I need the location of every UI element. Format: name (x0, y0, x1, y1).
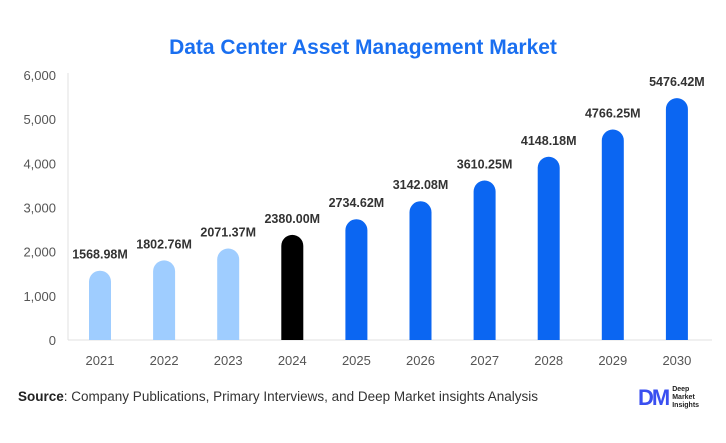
y-tick-label: 4,000 (23, 156, 56, 171)
data-label: 2380.00M (264, 212, 320, 226)
bar (217, 248, 240, 340)
data-label: 4766.25M (585, 106, 641, 120)
bar (89, 270, 111, 340)
x-tick-label: 2030 (662, 353, 691, 368)
y-tick-label: 1,000 (23, 289, 56, 304)
y-tick-label: 6,000 (23, 68, 56, 83)
data-label: 1802.76M (136, 237, 192, 251)
x-tick-label: 2028 (534, 353, 563, 368)
x-tick-label: 2021 (86, 353, 115, 368)
y-tick-label: 0 (49, 333, 56, 348)
y-tick-label: 5,000 (23, 112, 56, 127)
logo-text: Deep Market Insights (672, 386, 699, 410)
data-label: 3142.08M (393, 178, 449, 192)
source-note: Source: Company Publications, Primary In… (18, 389, 538, 404)
bar (537, 156, 560, 340)
logo-line: Insights (672, 402, 700, 409)
x-tick-label: 2024 (278, 353, 307, 368)
logo-line: Deep (672, 386, 690, 393)
bar (665, 98, 688, 340)
source-text: : Company Publications, Primary Intervie… (63, 389, 538, 404)
y-tick-label: 3,000 (23, 201, 56, 216)
data-label: 3610.25M (457, 158, 513, 172)
chart-title: Data Center Asset Management Market (169, 36, 557, 59)
x-tick-label: 2027 (470, 353, 499, 368)
logo-line: Market (672, 394, 695, 401)
data-label: 4148.18M (521, 134, 577, 148)
x-tick-label: 2022 (150, 353, 179, 368)
bar (601, 129, 624, 340)
logo: DM Deep Market Insights (638, 385, 699, 411)
bar (153, 260, 176, 340)
x-tick-label: 2025 (342, 353, 371, 368)
bar (345, 219, 368, 340)
data-label: 2071.37M (200, 226, 256, 240)
data-label: 2734.62M (329, 196, 385, 210)
bar (281, 234, 304, 340)
data-label: 5476.42M (649, 75, 705, 89)
data-label: 1568.98M (72, 248, 128, 262)
x-tick-label: 2026 (406, 353, 435, 368)
x-tick-label: 2029 (598, 353, 627, 368)
source-label: Source (18, 389, 64, 404)
x-tick-label: 2023 (214, 353, 243, 368)
bar (473, 180, 496, 340)
logo-mark: DM (638, 385, 670, 410)
y-tick-label: 2,000 (23, 245, 56, 260)
bar (409, 201, 432, 340)
